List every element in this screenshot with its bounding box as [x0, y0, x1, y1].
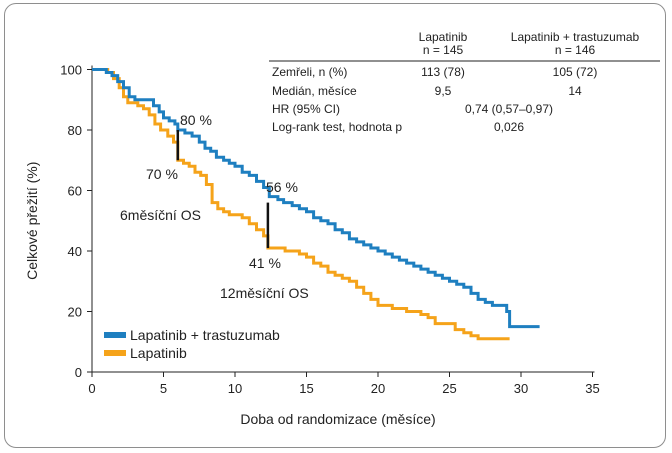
legend-label: Lapatinib — [130, 345, 187, 361]
table-background — [268, 22, 660, 140]
table-row-label: Medián, měsíce — [272, 84, 357, 98]
x-axis-title: Doba od randomizace (měsíce) — [240, 411, 435, 427]
table-cell: 14 — [568, 84, 582, 98]
marker-upper-label: 80 % — [180, 112, 212, 128]
y-tick-label: 0 — [75, 365, 82, 380]
legend-label: Lapatinib + trastuzumab — [130, 327, 280, 343]
y-axis-title: Celkové přežití (%) — [24, 162, 40, 280]
axes: 0 5 10 15 20 25 30 35 0 20 40 60 80 100 Doba od random… — [24, 63, 600, 428]
chart-frame — [4, 3, 666, 448]
table-col-header-line2: n = 146 — [555, 43, 596, 57]
table-col-header-line1: Lapatinib + trastuzumab — [511, 30, 640, 44]
legend: Lapatinib + trastuzumab Lapatinib — [104, 327, 280, 361]
legend-swatch — [104, 332, 126, 338]
table-cell: 113 (78) — [421, 65, 465, 79]
legend-swatch — [104, 350, 126, 356]
marker-lower-label: 70 % — [146, 166, 178, 182]
table-cell-merged: 0,74 (0,57–0,97) — [465, 102, 553, 116]
marker-caption: 12měsíční OS — [220, 285, 309, 301]
x-tick-label: 15 — [299, 381, 313, 396]
markers-layer: 80 % 70 % 6měsíční OS 56 % 41 % 12měsíční OS — [120, 112, 309, 301]
y-tick-label: 100 — [60, 63, 82, 78]
table-cell-merged: 0,026 — [494, 120, 524, 134]
x-tick-label: 25 — [442, 381, 456, 396]
marker-upper-label: 56 % — [266, 179, 298, 195]
x-tick-label: 5 — [160, 381, 167, 396]
series-line-lapatinib-trastuzumab — [92, 68, 540, 329]
series-line-lapatinib — [92, 68, 510, 341]
table-cell: 105 (72) — [553, 65, 598, 79]
table-cell: 9,5 — [435, 84, 452, 98]
series-layer — [92, 68, 540, 341]
table-row-label: Log-rank test, hodnota p — [272, 120, 402, 134]
marker-lower-label: 41 % — [249, 255, 281, 271]
y-tick-label: 60 — [68, 184, 82, 199]
y-tick-label: 40 — [68, 244, 82, 259]
y-tick-label: 80 — [68, 123, 82, 138]
x-tick-label: 10 — [228, 381, 242, 396]
x-tick-label: 35 — [585, 381, 599, 396]
x-tick-label: 0 — [88, 381, 95, 396]
table-col-header-line2: n = 145 — [423, 43, 464, 57]
table-row-label: Zemřeli, n (%) — [272, 65, 347, 79]
marker-caption: 6měsíční OS — [120, 207, 201, 223]
table-row-label: HR (95% CI) — [272, 102, 340, 116]
table-col-header-line1: Lapatinib — [419, 30, 468, 44]
x-tick-label: 20 — [371, 381, 385, 396]
x-tick-label: 30 — [514, 381, 528, 396]
y-tick-label: 20 — [68, 305, 82, 320]
